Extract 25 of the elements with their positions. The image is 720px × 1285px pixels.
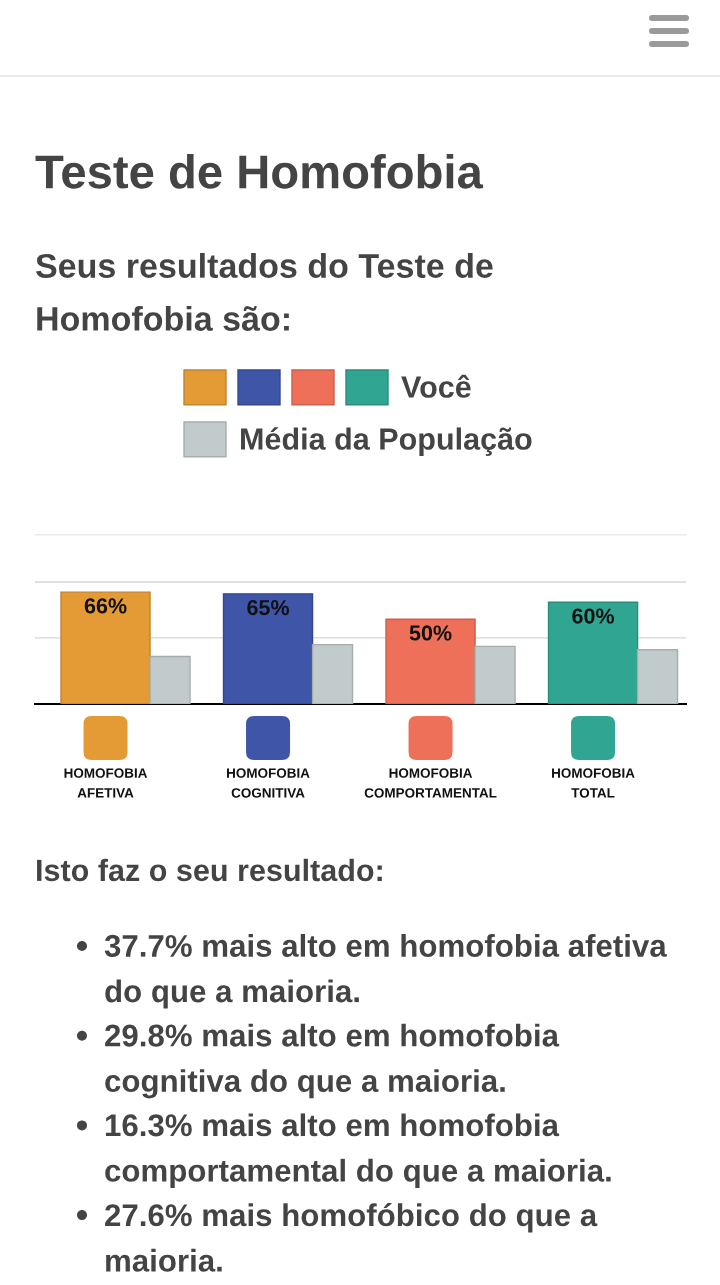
text: 27.6% mais homofóbico do que a maioria. (105, 1203, 598, 1272)
legend-label: Você (401, 374, 471, 398)
x-tick-label: HOMOFOBIA TOTAL (552, 768, 635, 798)
bar (222, 593, 314, 704)
text: Isto faz o seu resultado: (37, 858, 382, 882)
bar (547, 601, 639, 704)
bar (385, 618, 476, 704)
data-label: 66% (84, 598, 127, 614)
chart-title: Teste de Homofobia (35, 153, 484, 189)
x-tick-label: HOMOFOBIA AFETIVA (64, 768, 148, 798)
bar (60, 591, 151, 704)
x-tick-label: HOMOFOBIA COGNITIVA (227, 768, 310, 798)
data-label: 60% (572, 608, 615, 624)
x-tick-label: HOMOFOBIA COMPORTAMENTAL (364, 768, 497, 798)
bar (636, 649, 679, 704)
chart-subtitle: Seus resultados do Teste de Homofobia são: (35, 253, 493, 331)
legend-label: Média da População (241, 427, 532, 456)
text: 29.8% mais alto em homofobia cognitiva do que a maioria. (105, 1023, 560, 1099)
bar (311, 643, 354, 704)
text: 37.7% mais alto em homofobia afetiva do que a maioria. (104, 934, 667, 1009)
data-label: 65% (247, 599, 290, 616)
text: 16.3% mais alto em homofobia comportamental do que a maioria. (105, 1113, 611, 1188)
data-label: 50% (409, 625, 452, 641)
bar (474, 645, 516, 704)
bar (149, 655, 191, 704)
